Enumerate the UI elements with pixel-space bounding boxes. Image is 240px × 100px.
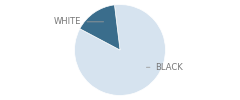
Wedge shape bbox=[75, 4, 165, 95]
Text: BLACK: BLACK bbox=[146, 63, 183, 72]
Text: WHITE: WHITE bbox=[54, 17, 104, 26]
Wedge shape bbox=[80, 5, 120, 50]
